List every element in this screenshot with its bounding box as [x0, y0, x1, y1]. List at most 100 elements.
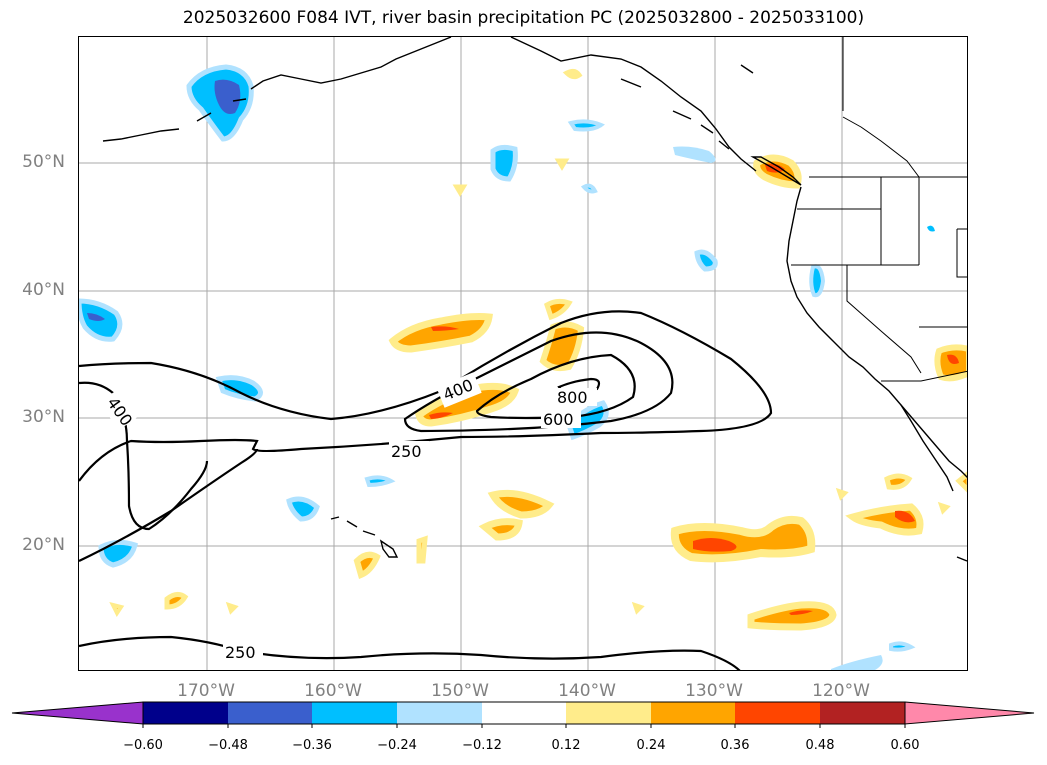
ivt-label-250-south: 250	[225, 643, 256, 662]
pc-patch-39n	[543, 298, 573, 321]
montana-wyoming	[956, 228, 967, 278]
pc-patch-16n	[164, 591, 189, 610]
pc-patch-dot-15n	[225, 601, 239, 615]
lat-label-50n: 50°N	[22, 152, 65, 172]
pc-patch-43n-east	[927, 225, 935, 232]
ivt-contour-250-main	[79, 310, 773, 482]
colorbar-tick-label: −0.24	[377, 738, 417, 753]
ivt-label-600: 600	[543, 410, 574, 429]
colorbar-bin-8	[735, 702, 820, 724]
pc-patch-alaska-core	[214, 79, 241, 114]
colorbar	[11, 701, 1035, 728]
political-borders	[791, 37, 967, 382]
pc-patch-19n	[98, 539, 138, 568]
lat-label-30n: 30°N	[22, 407, 65, 427]
pc-patch-48n	[580, 183, 598, 194]
pc-patch-20n-large-core	[693, 538, 737, 552]
colorbar-tick-label: 0.48	[805, 738, 835, 753]
pc-patch-51n-east	[673, 146, 716, 163]
colorbar-tick-label: 0.24	[636, 738, 666, 753]
pc-patch-w40n-core	[87, 313, 105, 321]
us-west-coast	[786, 186, 967, 478]
nevada-california	[846, 265, 922, 374]
ivt-contours	[79, 310, 773, 670]
ivt-label-800: 800	[557, 388, 588, 407]
colorbar-bin-5	[482, 702, 566, 724]
pc-patch-south-east-2	[889, 641, 916, 652]
pc-patch-21n-east-core	[895, 510, 915, 523]
lat-label-40n: 40°N	[22, 280, 65, 300]
pc-patch-14n	[747, 601, 837, 631]
pc-patch-15n-a	[109, 602, 125, 617]
pc-patch-25n-east	[884, 473, 913, 490]
colorbar-bin-3	[312, 702, 397, 724]
pc-patch-18n-west	[353, 551, 381, 580]
pc-patch-22n	[286, 496, 320, 522]
ivt-contour-250-lower	[79, 448, 259, 562]
pc-patch-53n	[567, 119, 605, 132]
washington-oregon	[797, 177, 882, 210]
lon-label-130w: 130°W	[685, 681, 743, 701]
ivt-contour-250-south	[79, 635, 741, 670]
colorbar-bin-1	[143, 702, 228, 724]
ivt-contour-labels: 400 400 800 600 250 250	[99, 372, 597, 662]
negative-pc-patches	[79, 64, 935, 670]
map-panel: 400 400 800 600 250 250	[78, 36, 968, 671]
colorbar-bin-4	[397, 702, 482, 724]
lon-label-160w: 160°W	[304, 681, 362, 701]
colorbar-tick-label: 0.60	[890, 738, 920, 753]
pc-patch-baja	[955, 471, 967, 493]
colorbar-tick-label: −0.48	[208, 738, 248, 753]
pc-patch-31n-core	[429, 412, 453, 419]
lat-label-20n: 20°N	[22, 535, 65, 555]
vancouver-island	[750, 156, 802, 186]
hawaii-islands	[330, 516, 399, 558]
pc-patch-dot-23n	[937, 501, 951, 515]
alaska-coast	[250, 37, 452, 90]
pc-patch-57n	[562, 68, 583, 80]
lon-label-140w: 140°W	[558, 681, 616, 701]
colorbar-tick-label: −0.12	[462, 738, 502, 753]
pc-patch-19n-thin	[416, 535, 428, 564]
bc-coast-islands	[620, 64, 754, 150]
pc-patch-dot-50n	[554, 158, 570, 171]
pc-patch-california	[809, 264, 826, 298]
pc-patch-51n	[490, 144, 518, 182]
ivt-contour-400-west	[79, 381, 209, 531]
colorbar-bin-9	[820, 702, 905, 724]
pc-patch-24n-east	[487, 489, 555, 519]
ivt-label-250-center: 250	[391, 442, 422, 461]
pc-patch-37n-west-core	[431, 326, 459, 331]
colorbar-extend-high	[904, 701, 1035, 725]
colorbar-extend-low	[11, 701, 144, 725]
positive-pc-patches	[109, 68, 967, 631]
pc-patch-20n-large	[670, 515, 816, 563]
pc-patch-dot-15n-b	[631, 601, 645, 615]
map-canvas: 400 400 800 600 250 250	[79, 37, 967, 670]
alaska-gulf	[510, 37, 757, 172]
pc-patch-42n	[694, 249, 718, 272]
lon-label-150w: 150°W	[431, 681, 489, 701]
mexico-coast-south	[956, 556, 967, 562]
bc-province-line	[842, 116, 920, 178]
map-title: 2025032600 F084 IVT, river basin precipi…	[182, 8, 865, 28]
colorbar-bin-2	[228, 702, 312, 724]
pc-patch-south-east	[831, 655, 883, 670]
pc-patch-14n-core	[789, 610, 813, 615]
pc-patch-21n	[478, 518, 523, 541]
pc-patch-dot-24n	[835, 487, 849, 501]
colorbar-tick-label: −0.60	[123, 738, 163, 753]
idaho-border	[880, 177, 920, 265]
pc-patch-24n	[364, 475, 396, 488]
colorbar-bin-6	[566, 702, 651, 724]
ivt-contour-400-main	[403, 331, 674, 433]
colorbar-tick-label: 0.12	[551, 738, 581, 753]
ivt-contour-600	[475, 353, 636, 420]
pc-patch-socal-core	[947, 354, 959, 364]
colorbar-tick-label: −0.36	[292, 738, 332, 753]
aleutian-islands	[102, 98, 247, 142]
pc-patch-33n	[215, 375, 263, 402]
us-mexico-border	[881, 370, 967, 382]
coastlines	[102, 37, 967, 562]
pc-patch-37n-west	[388, 313, 493, 353]
